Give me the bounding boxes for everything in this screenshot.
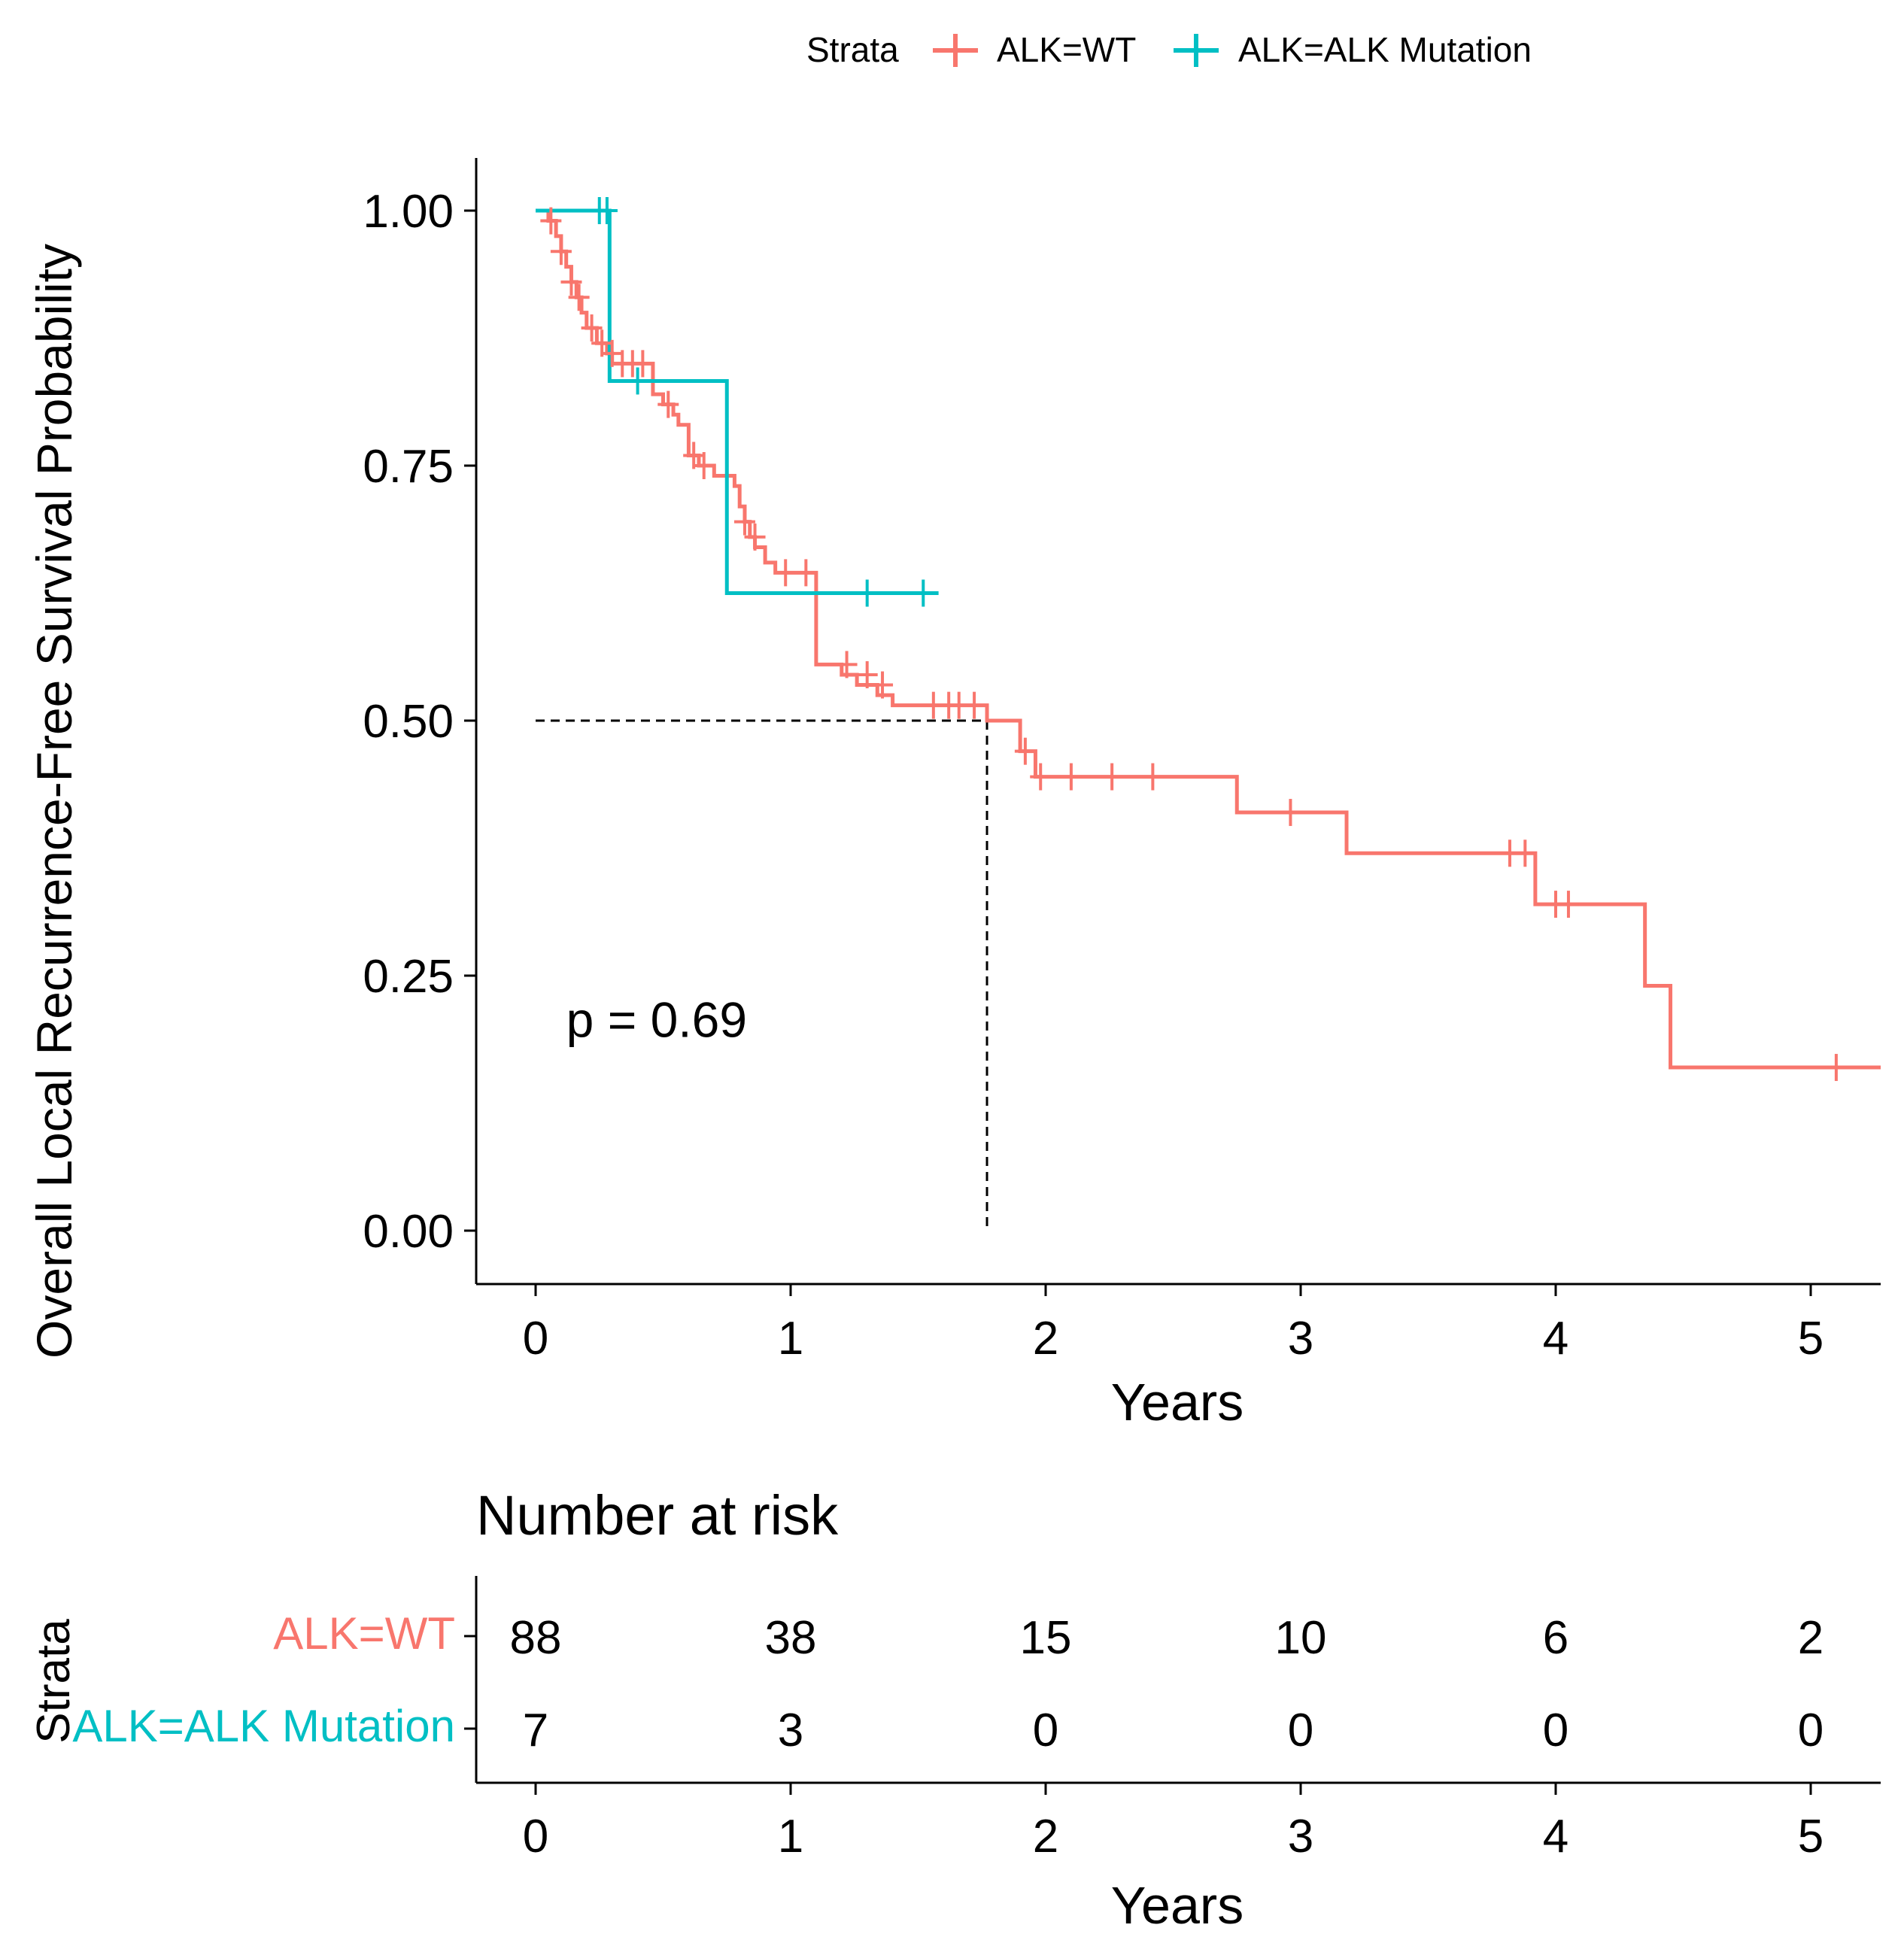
censor-mark [596, 197, 618, 224]
censor-mark [1142, 763, 1164, 791]
y-axis-label: Overall Local Recurrence-Free Survival P… [26, 244, 82, 1359]
risk-value: 3 [778, 1705, 803, 1756]
risk-x-tick-label: 1 [778, 1811, 803, 1863]
risk-x-tick-label: 4 [1543, 1811, 1568, 1863]
p-value-annotation: p = 0.69 [566, 991, 747, 1047]
risk-value: 0 [1543, 1705, 1568, 1756]
censor-mark [560, 268, 582, 296]
risk-value: 10 [1275, 1612, 1327, 1664]
x-axis-label: Years [1111, 1373, 1244, 1431]
censor-mark [568, 284, 590, 311]
x-tick-label: 3 [1288, 1313, 1313, 1365]
risk-value: 6 [1543, 1612, 1568, 1664]
censor-mark [964, 691, 985, 719]
risk-value: 0 [1033, 1705, 1058, 1756]
risk-table-y-label: Strata [28, 1619, 80, 1744]
risk-x-tick-label: 5 [1798, 1811, 1824, 1863]
x-tick-label: 4 [1543, 1313, 1568, 1365]
censor-mark [1060, 763, 1082, 791]
legend: Strata ALK=WT ALK=ALK Mutation [806, 30, 1532, 69]
censor-mark [872, 671, 894, 699]
censor-mark [1014, 737, 1036, 765]
risk-value: 88 [510, 1612, 562, 1664]
y-tick-label: 0.25 [363, 951, 454, 1003]
x-tick-label: 1 [778, 1313, 803, 1365]
y-tick-label: 0.00 [363, 1206, 454, 1258]
censor-mark [856, 660, 878, 688]
y-tick-label: 0.75 [363, 441, 454, 493]
censor-mark [1280, 799, 1301, 827]
risk-row-label-wt: ALK=WT [273, 1608, 455, 1659]
censor-mark [1030, 763, 1052, 791]
censor-mark [856, 579, 878, 607]
legend-label-mut: ALK=ALK Mutation [1238, 30, 1532, 69]
censor-mark [733, 508, 755, 536]
censor-mark [775, 559, 797, 587]
risk-x-tick-label: 2 [1033, 1811, 1058, 1863]
x-tick-label: 2 [1033, 1313, 1058, 1365]
censor-mark [693, 452, 715, 479]
risk-x-tick-label: 0 [523, 1811, 548, 1863]
x-tick-label: 0 [523, 1313, 548, 1365]
risk-x-ticks: 0 1 2 3 4 5 [523, 1783, 1824, 1863]
censor-mark [836, 651, 858, 679]
censor-mark [1101, 763, 1123, 791]
y-tick-label: 1.00 [363, 186, 454, 238]
legend-label-wt: ALK=WT [997, 30, 1136, 69]
risk-values: 88 38 15 10 6 2 7 3 0 0 0 0 [510, 1612, 1824, 1756]
risk-value: 7 [523, 1705, 548, 1756]
censor-mark [744, 523, 766, 551]
risk-value: 2 [1798, 1612, 1824, 1664]
risk-table-title: Number at risk [476, 1484, 839, 1547]
censor-mark [627, 367, 648, 395]
risk-x-axis-label: Years [1111, 1876, 1244, 1935]
censor-mark [1514, 839, 1536, 867]
censor-mark [550, 238, 572, 266]
censor-marks-alk-wt [540, 207, 1847, 1082]
censor-mark [632, 350, 654, 378]
censor-mark [1557, 891, 1579, 918]
survival-curve-alk-wt [536, 208, 1881, 1070]
x-tick-label: 5 [1798, 1313, 1824, 1365]
survival-curve-alk-mutation [536, 208, 939, 595]
y-ticks: 0.00 0.25 0.50 0.75 1.00 [363, 186, 476, 1258]
risk-x-tick-label: 3 [1288, 1811, 1313, 1863]
legend-title: Strata [806, 30, 899, 69]
y-tick-label: 0.50 [363, 696, 454, 748]
censor-mark [795, 559, 817, 587]
risk-value: 15 [1020, 1612, 1072, 1664]
risk-row-label-mut: ALK=ALK Mutation [72, 1701, 455, 1751]
risk-value: 0 [1798, 1705, 1824, 1756]
censor-mark [1825, 1054, 1847, 1082]
risk-value: 0 [1288, 1705, 1313, 1756]
censor-marks-alk-mutation [588, 197, 934, 607]
x-ticks: 0 1 2 3 4 5 [523, 1284, 1824, 1365]
censor-mark [657, 390, 679, 418]
censor-mark [540, 207, 562, 235]
censor-mark [913, 579, 934, 607]
censor-mark [581, 314, 603, 342]
risk-value: 38 [765, 1612, 817, 1664]
